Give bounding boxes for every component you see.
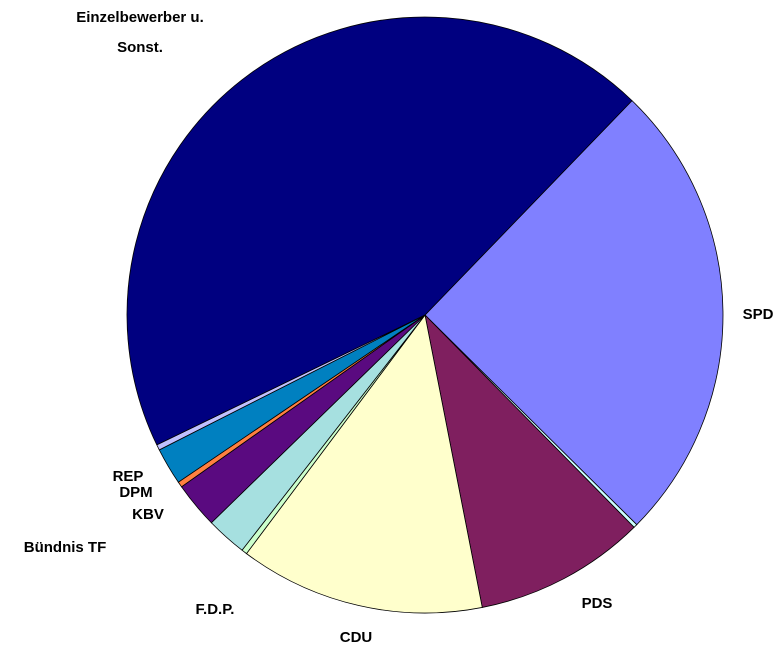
slice-label: KBV — [132, 506, 164, 523]
pie-slice — [126, 16, 633, 446]
slice-label: CDU — [340, 629, 373, 646]
slice-label: Bündnis TF — [24, 539, 107, 556]
slice-label: REP — [113, 468, 144, 485]
pie-slice — [424, 100, 724, 526]
pie-slice — [424, 313, 635, 608]
slice-label: DPM — [119, 484, 152, 501]
slice-label: SPD — [743, 306, 774, 323]
slice-label: PDS — [582, 595, 613, 612]
slice-label: Einzelbewerber u. Sonst. — [76, 9, 204, 56]
pie-slice — [245, 314, 483, 614]
slice-label: F.D.P. — [196, 601, 235, 618]
